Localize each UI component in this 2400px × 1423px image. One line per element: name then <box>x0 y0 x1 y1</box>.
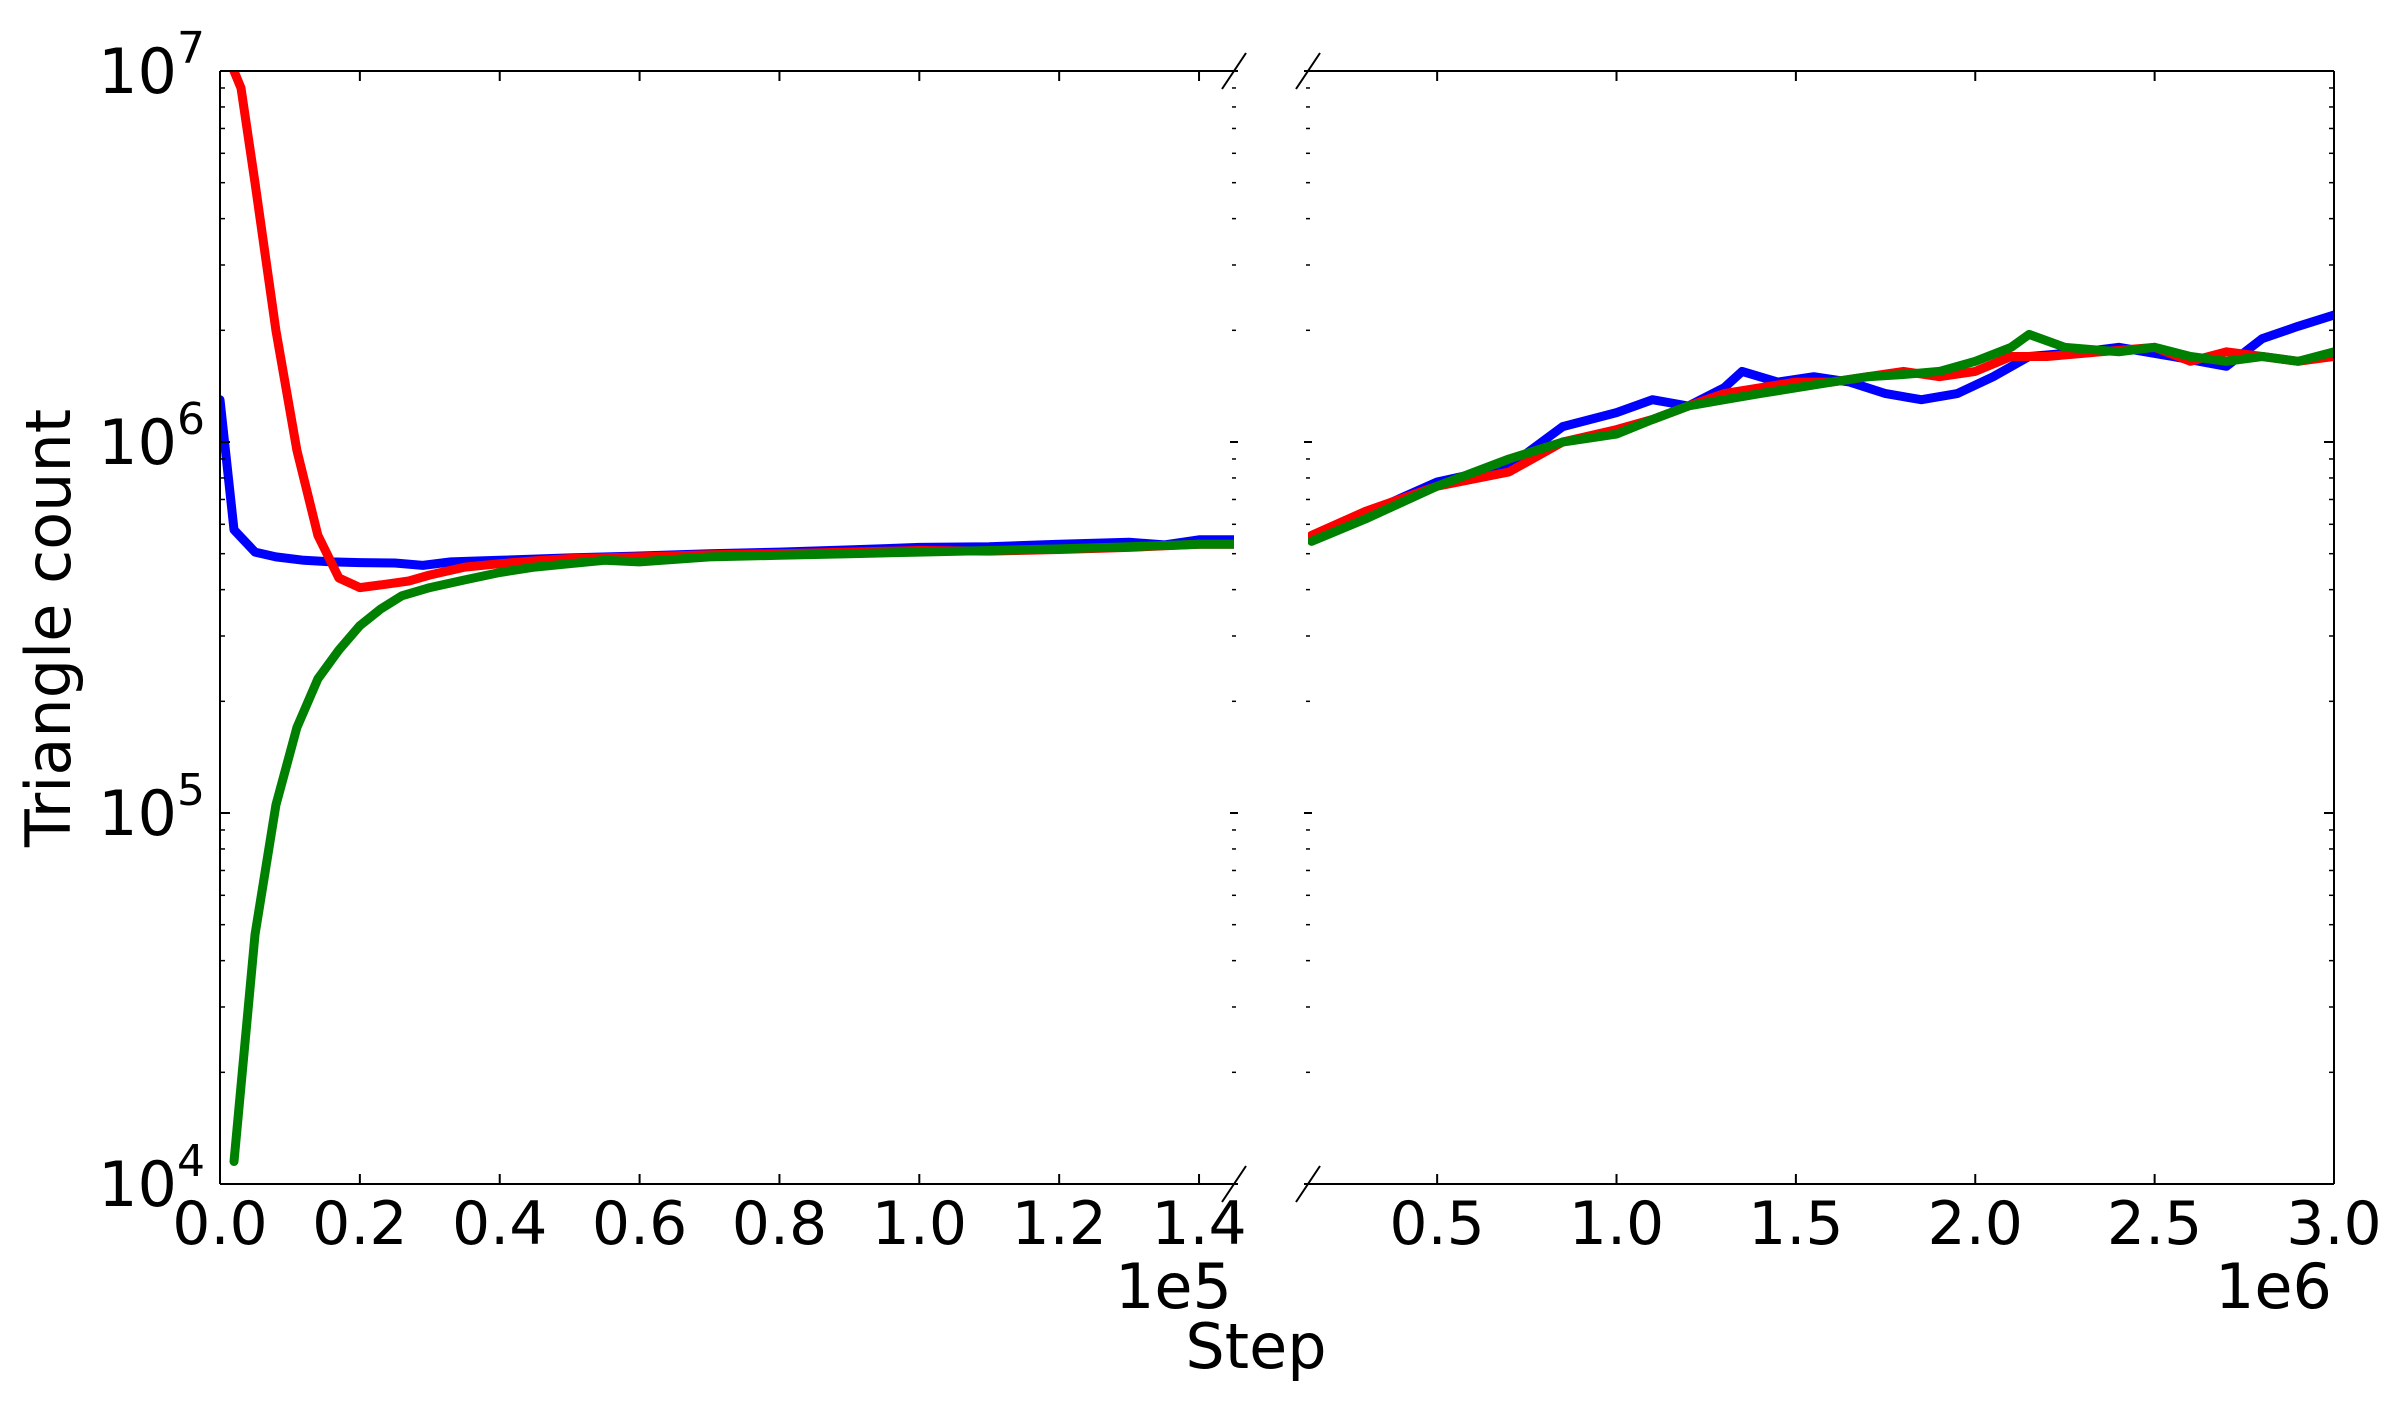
x-tick-label: 0.4 <box>452 1189 547 1259</box>
x-offset-label-right: 1e6 <box>2215 1250 2332 1323</box>
series-line-3 <box>1308 329 2334 546</box>
y-tick-label: 107 <box>98 23 205 108</box>
y-axis-label: Triangle count <box>12 409 85 848</box>
x-tick-label: 0.5 <box>1389 1189 1484 1259</box>
y-tick-label: 105 <box>98 765 205 850</box>
x-tick-label: 2.5 <box>2107 1189 2202 1259</box>
series-line-3 <box>229 539 1234 1166</box>
x-tick-label: 2.0 <box>1928 1189 2023 1259</box>
series-line-1 <box>1308 310 2334 543</box>
x-tick-label: 0.2 <box>312 1189 407 1259</box>
series-line-2 <box>229 71 1234 593</box>
x-tick-label: 1.2 <box>1011 1189 1106 1259</box>
x-tick-label: 1.4 <box>1151 1189 1246 1259</box>
x-tick-label: 1.5 <box>1748 1189 1843 1259</box>
y-tick-label: 104 <box>98 1136 205 1221</box>
x-tick-label: 1.0 <box>872 1189 967 1259</box>
x-offset-label-left: 1e5 <box>1115 1250 1232 1323</box>
right-panel: 0.5 1.0 1.5 2.0 2.5 3.0 <box>1295 52 2382 1259</box>
x-tick-label: 0.8 <box>732 1189 827 1259</box>
x-tick-label: 0.6 <box>592 1189 687 1259</box>
x-tick-label: 1.0 <box>1569 1189 1664 1259</box>
x-axis-label: Step <box>1185 1310 1326 1383</box>
series-line-1 <box>220 395 1234 570</box>
axes-text: Triangle count Step 1e5 1e6 <box>12 409 2332 1383</box>
left-panel: 0.0 0.2 0.4 0.6 0.8 1.0 1.2 1.4 104 105 106 107 <box>98 23 1247 1259</box>
x-tick-label: 3.0 <box>2286 1189 2381 1259</box>
y-tick-label: 106 <box>98 394 205 479</box>
x-tick-label: 0.0 <box>172 1189 267 1259</box>
